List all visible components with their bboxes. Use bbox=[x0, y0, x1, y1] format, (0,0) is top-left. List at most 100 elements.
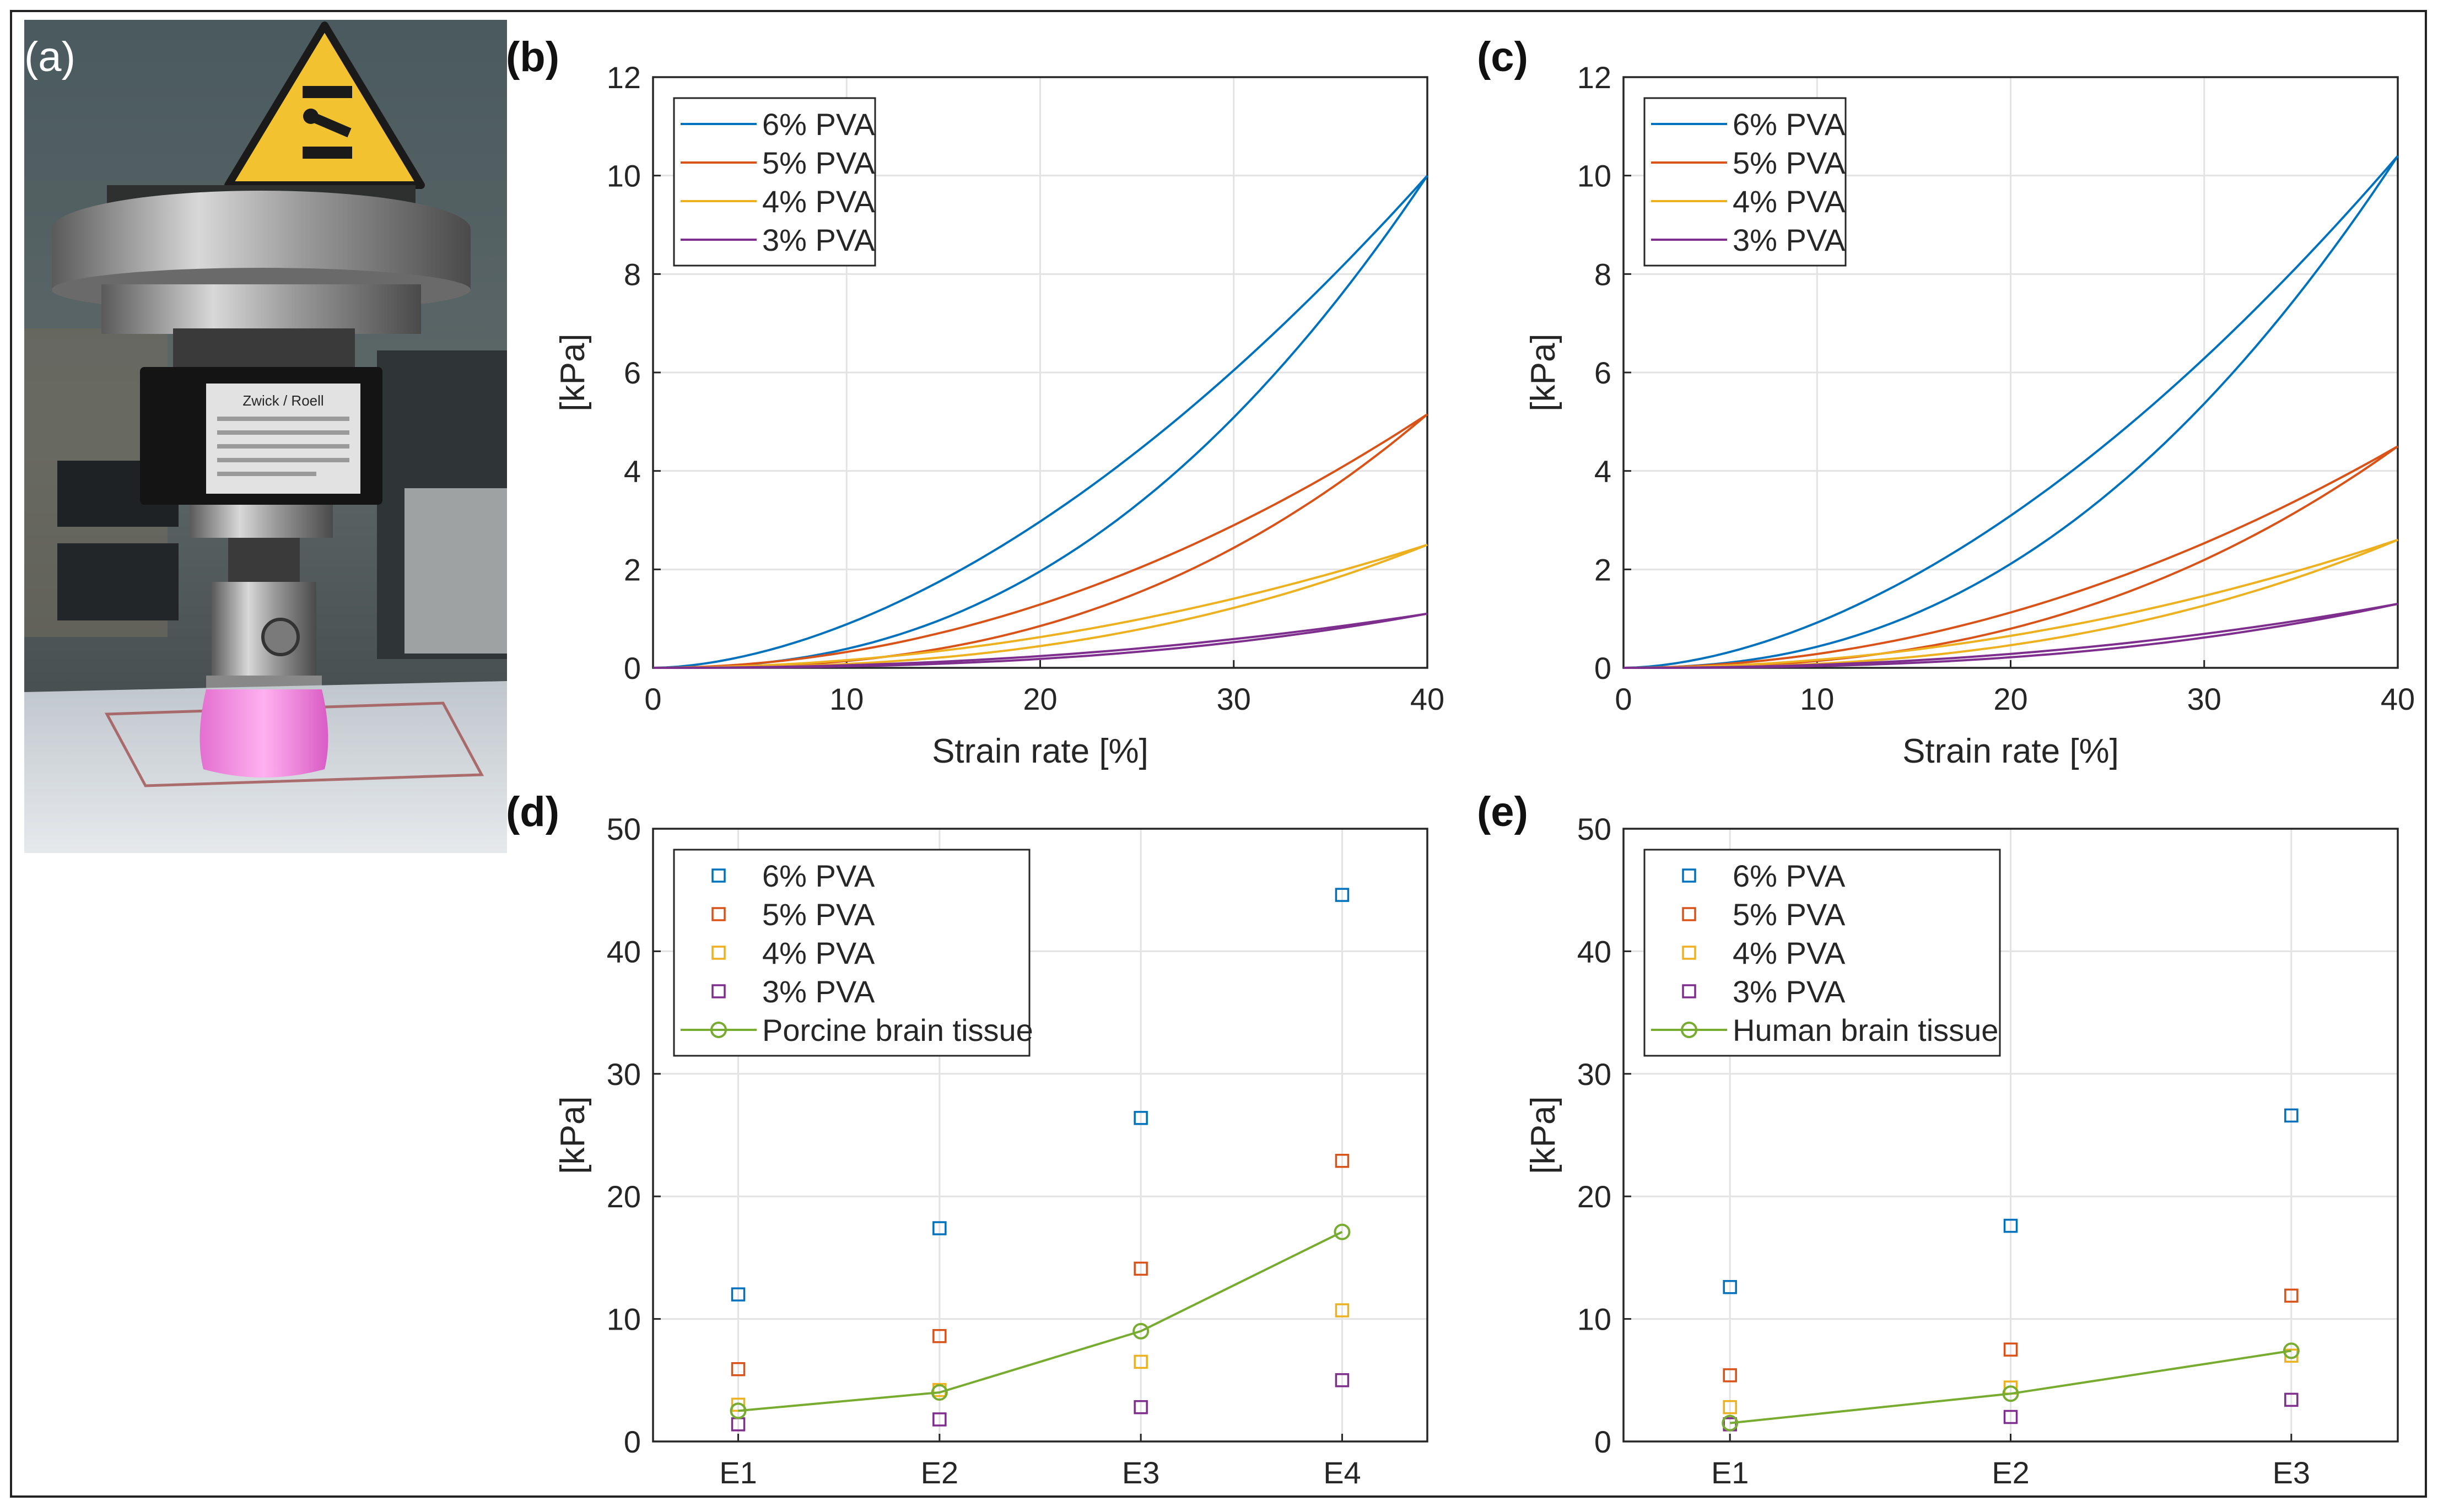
y-tick-label: 6 bbox=[1594, 355, 1611, 390]
y-tick-label: 12 bbox=[607, 60, 641, 95]
legend-label: 5% PVA bbox=[1733, 897, 1846, 932]
y-tick-label: 4 bbox=[1594, 454, 1611, 489]
legend-box bbox=[673, 849, 1031, 1057]
y-tick-label: 50 bbox=[1577, 812, 1611, 846]
x-tick-label: 40 bbox=[1410, 682, 1444, 716]
legend-item: 5% PVA bbox=[681, 145, 875, 180]
y-axis-label: [kPa] bbox=[1524, 1096, 1562, 1174]
legend-item: 6% PVA bbox=[681, 107, 875, 142]
data-point-square bbox=[1723, 1368, 1737, 1383]
y-tick-label: 20 bbox=[607, 1179, 641, 1214]
legend-marker-square bbox=[711, 868, 726, 883]
y-axis-label: [kPa] bbox=[554, 1096, 592, 1174]
tissue-point bbox=[1132, 1322, 1150, 1340]
legend-marker-square bbox=[711, 984, 726, 998]
x-tick-label: E1 bbox=[719, 1455, 757, 1490]
y-tick-label: 8 bbox=[1594, 257, 1611, 291]
data-point-square bbox=[1335, 1373, 1350, 1387]
data-point-square bbox=[932, 1412, 947, 1427]
legend-label: 4% PVA bbox=[1733, 184, 1846, 219]
y-tick-label: 0 bbox=[1594, 651, 1611, 685]
x-tick-label: E2 bbox=[1992, 1455, 2030, 1490]
data-point-square bbox=[1134, 1111, 1148, 1125]
data-point-square bbox=[2003, 1410, 2018, 1424]
legend-label: 4% PVA bbox=[762, 184, 875, 219]
y-tick-label: 30 bbox=[1577, 1057, 1611, 1092]
legend-item: Human brain tissue bbox=[1651, 1013, 1998, 1047]
load-cell-brand: Zwick / Roell bbox=[242, 392, 323, 409]
y-tick-label: 50 bbox=[607, 812, 641, 846]
loading-curve-2 bbox=[1623, 538, 2398, 669]
legend-item: 6% PVA bbox=[711, 858, 875, 893]
data-point-square bbox=[2284, 1392, 2299, 1407]
axes-box bbox=[652, 828, 1428, 1443]
y-tick-label: 0 bbox=[1594, 1424, 1611, 1459]
legend-label: Porcine brain tissue bbox=[762, 1013, 1033, 1047]
legend: 6% PVA 5% PVA 4% PVA 3% PVA Porcine brain ti… bbox=[673, 849, 1033, 1057]
x-tick-label: E1 bbox=[1711, 1455, 1749, 1490]
loading-curve-2 bbox=[652, 543, 1428, 669]
data-point-square bbox=[1134, 1400, 1148, 1414]
tissue-line bbox=[1729, 1349, 2292, 1424]
legend-marker-circle bbox=[1681, 1022, 1697, 1038]
x-axis-label: Strain rate [%] bbox=[1902, 732, 2119, 770]
x-tick-label: 30 bbox=[1217, 682, 1251, 716]
series-group bbox=[1623, 155, 2399, 669]
panel-label-c: (c) bbox=[1477, 34, 1528, 80]
series-group bbox=[652, 175, 1428, 669]
legend-item: 5% PVA bbox=[1682, 897, 1846, 932]
data-point-square bbox=[1134, 1261, 1148, 1276]
legend-box bbox=[1643, 97, 1847, 267]
loading-curve-1 bbox=[1623, 445, 2398, 669]
legend-item: 4% PVA bbox=[1682, 936, 1846, 970]
data-point-square bbox=[2003, 1218, 2018, 1233]
chart-e: 0 10 20 30 40 50 E1 E2 E3 [kPa] 6% PVA 5% PVA 4% PVA… bbox=[1524, 812, 2399, 1490]
y-tick-label: 0 bbox=[624, 1424, 641, 1459]
tissue-point bbox=[1334, 1223, 1351, 1240]
y-tick-label: 10 bbox=[607, 1302, 641, 1337]
legend-box bbox=[1643, 849, 2001, 1057]
legend-label: 4% PVA bbox=[762, 936, 875, 970]
legend-label: 4% PVA bbox=[1733, 936, 1846, 970]
y-tick-label: 40 bbox=[607, 934, 641, 969]
legend-item: 3% PVA bbox=[681, 223, 875, 257]
crush-hazard-icon bbox=[224, 21, 425, 189]
y-tick-label: 4 bbox=[624, 454, 641, 489]
unloading-curve-0 bbox=[1623, 155, 2399, 669]
tissue-line bbox=[738, 1230, 1343, 1412]
legend-label: 6% PVA bbox=[762, 858, 875, 893]
chart-b: 0 2 4 6 8 10 12 0 10 20 30 40 Strain rate [%] [kPa] 6%… bbox=[554, 60, 1444, 770]
legend-marker-square bbox=[1682, 868, 1696, 883]
legend-label: 6% PVA bbox=[762, 107, 875, 142]
legend-item: 6% PVA bbox=[1651, 107, 1846, 142]
data-point-square bbox=[932, 1221, 947, 1235]
x-tick-label: 40 bbox=[2381, 682, 2415, 716]
y-axis-label: [kPa] bbox=[554, 333, 592, 411]
series-group bbox=[730, 888, 1351, 1432]
x-axis-label: Strain rate [%] bbox=[932, 732, 1148, 770]
legend-marker-square bbox=[1682, 946, 1696, 960]
legend-item: 3% PVA bbox=[1682, 974, 1846, 1009]
legend-label: Human brain tissue bbox=[1733, 1013, 1998, 1047]
y-tick-label: 10 bbox=[1577, 1302, 1611, 1337]
legend-marker-circle bbox=[710, 1022, 727, 1038]
axes-box bbox=[1622, 828, 2399, 1443]
legend-item: 3% PVA bbox=[1651, 223, 1846, 257]
loading-curve-0 bbox=[652, 175, 1428, 669]
loading-curve-0 bbox=[1623, 155, 2399, 669]
legend-item: 5% PVA bbox=[711, 897, 875, 932]
y-tick-label: 10 bbox=[607, 159, 641, 193]
y-tick-label: 40 bbox=[1577, 934, 1611, 969]
legend-label: 6% PVA bbox=[1733, 107, 1846, 142]
y-tick-label: 10 bbox=[1577, 159, 1611, 193]
data-point-square bbox=[1723, 1400, 1737, 1414]
tissue-point bbox=[1722, 1414, 1739, 1432]
pva-specimen bbox=[199, 689, 328, 777]
panel-label-b: (b) bbox=[506, 34, 560, 80]
legend-marker-square bbox=[711, 946, 726, 960]
data-point-square bbox=[1134, 1354, 1148, 1369]
tissue-point bbox=[730, 1402, 747, 1419]
